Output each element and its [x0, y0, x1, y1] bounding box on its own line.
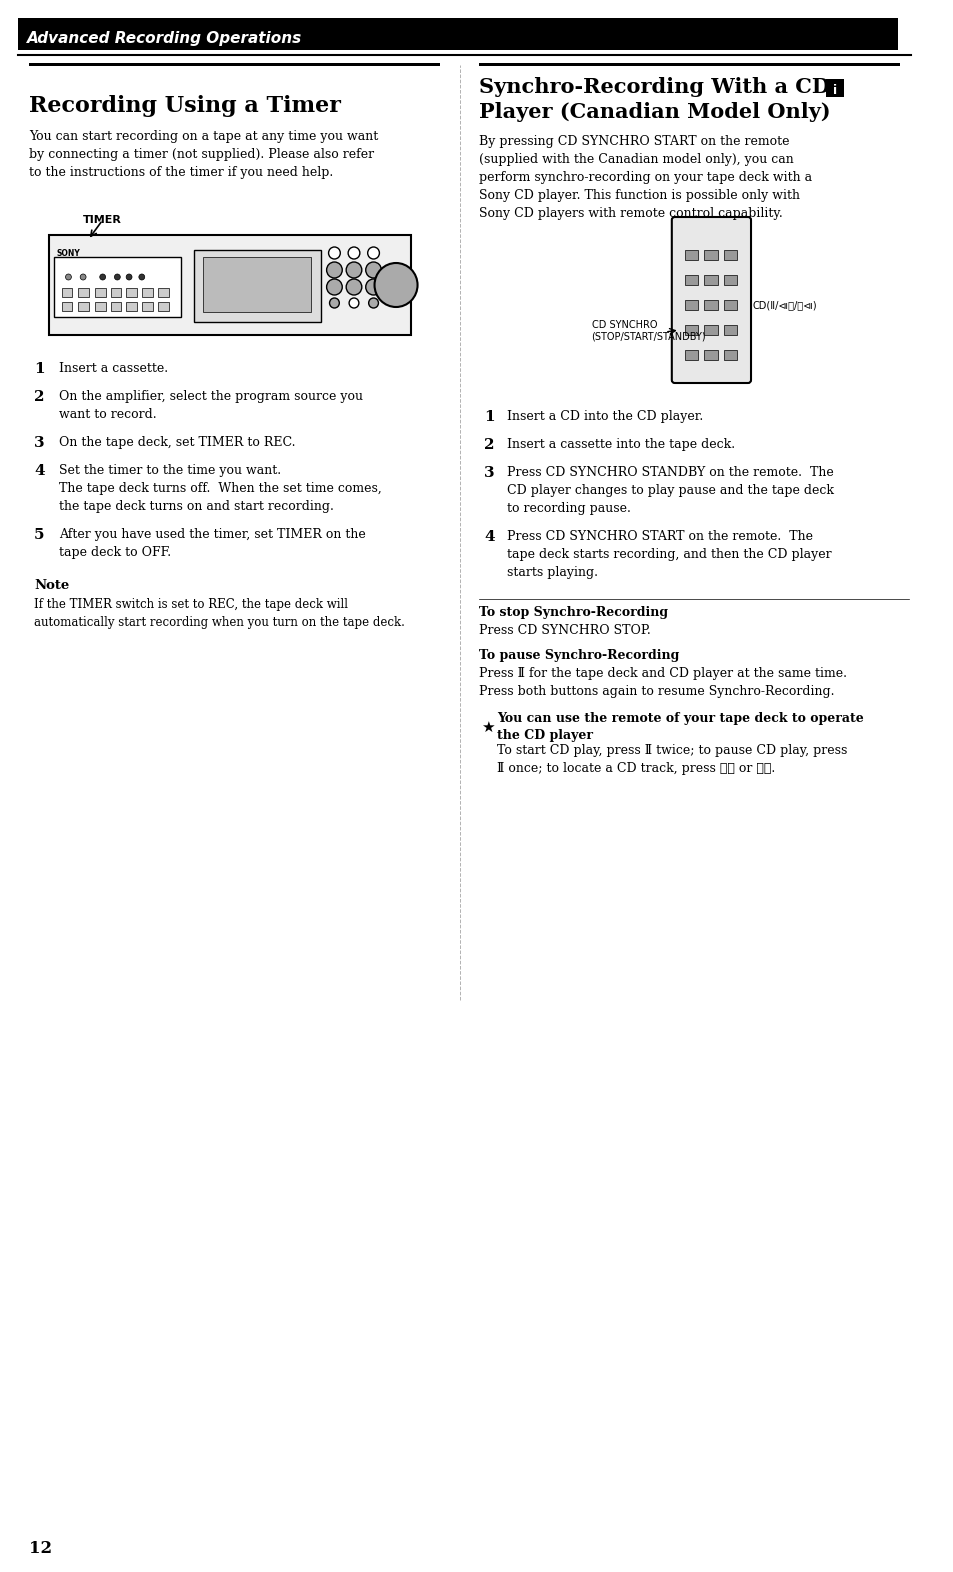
Text: 3: 3 — [34, 435, 45, 450]
Bar — [825, 79, 843, 97]
Bar — [30, 63, 439, 66]
Circle shape — [328, 247, 340, 259]
Bar — [723, 300, 737, 310]
Bar — [703, 250, 717, 259]
Bar — [703, 351, 717, 360]
Bar — [723, 275, 737, 285]
Text: TIMER: TIMER — [83, 215, 122, 225]
Bar — [111, 288, 121, 297]
Text: ★: ★ — [480, 720, 495, 736]
Text: Set the timer to the time you want.
The tape deck turns off.  When the set time : Set the timer to the time you want. The … — [59, 464, 381, 512]
Text: 4: 4 — [34, 464, 45, 478]
Circle shape — [100, 274, 106, 280]
Text: Advanced Recording Operations: Advanced Recording Operations — [28, 30, 302, 46]
Bar — [193, 250, 320, 322]
Bar — [478, 63, 899, 66]
Text: Press Ⅱ for the tape deck and CD player at the same time.
Press both buttons aga: Press Ⅱ for the tape deck and CD player … — [478, 667, 846, 698]
Text: You can start recording on a tape at any time you want
by connecting a timer (no: You can start recording on a tape at any… — [30, 130, 378, 179]
Circle shape — [365, 263, 381, 278]
Text: 1: 1 — [34, 362, 45, 376]
Text: To start CD play, press Ⅱ twice; to pause CD play, press
Ⅱ once; to locate a CD : To start CD play, press Ⅱ twice; to paus… — [497, 744, 846, 775]
Bar — [17, 17, 897, 50]
Bar — [723, 325, 737, 335]
Text: If the TIMER switch is set to REC, the tape deck will
automatically start record: If the TIMER switch is set to REC, the t… — [34, 597, 405, 629]
Circle shape — [368, 299, 378, 308]
Bar — [62, 288, 72, 297]
Bar — [723, 250, 737, 259]
FancyBboxPatch shape — [671, 217, 750, 384]
Bar — [126, 288, 137, 297]
Text: Press CD SYNCHRO START on the remote.  The
tape deck starts recording, and then : Press CD SYNCHRO START on the remote. Th… — [506, 530, 830, 578]
Text: On the tape deck, set TIMER to REC.: On the tape deck, set TIMER to REC. — [59, 435, 294, 450]
Circle shape — [346, 278, 361, 296]
Text: 1: 1 — [483, 410, 495, 424]
Circle shape — [80, 274, 86, 280]
Bar — [684, 275, 698, 285]
Text: After you have used the timer, set TIMER on the
tape deck to OFF.: After you have used the timer, set TIMER… — [59, 528, 365, 560]
Bar — [142, 302, 152, 311]
Bar — [158, 288, 169, 297]
Bar — [126, 302, 137, 311]
Bar — [703, 275, 717, 285]
Text: 2: 2 — [483, 439, 494, 453]
Text: Press CD SYNCHRO STANDBY on the remote.  The
CD player changes to play pause and: Press CD SYNCHRO STANDBY on the remote. … — [506, 465, 833, 516]
Text: 12: 12 — [30, 1541, 52, 1556]
Circle shape — [139, 274, 145, 280]
Text: SONY: SONY — [56, 248, 80, 258]
Text: By pressing CD SYNCHRO START on the remote
(supplied with the Canadian model onl: By pressing CD SYNCHRO START on the remo… — [478, 135, 811, 220]
Text: Recording Using a Timer: Recording Using a Timer — [30, 94, 341, 116]
Circle shape — [375, 263, 417, 307]
Text: CD SYNCHRO
(STOP/START/STANDBY): CD SYNCHRO (STOP/START/STANDBY) — [591, 321, 705, 341]
Circle shape — [329, 299, 339, 308]
Circle shape — [365, 278, 381, 296]
Bar — [94, 288, 106, 297]
Text: 4: 4 — [483, 530, 495, 544]
Bar — [684, 325, 698, 335]
Text: i: i — [832, 83, 837, 96]
Text: 2: 2 — [34, 390, 45, 404]
Bar — [78, 302, 89, 311]
Bar — [94, 302, 106, 311]
Text: Synchro-Recording With a CD
Player (Canadian Model Only): Synchro-Recording With a CD Player (Cana… — [478, 77, 830, 121]
Bar — [78, 288, 89, 297]
Bar — [62, 302, 72, 311]
Text: Press CD SYNCHRO STOP.: Press CD SYNCHRO STOP. — [478, 624, 650, 637]
Bar — [703, 300, 717, 310]
Bar — [111, 302, 121, 311]
Bar — [142, 288, 152, 297]
Text: Insert a cassette.: Insert a cassette. — [59, 362, 168, 376]
Bar — [53, 256, 181, 318]
Text: Insert a cassette into the tape deck.: Insert a cassette into the tape deck. — [506, 439, 734, 451]
Circle shape — [346, 263, 361, 278]
Circle shape — [326, 263, 342, 278]
Circle shape — [114, 274, 120, 280]
Bar — [203, 256, 311, 311]
Circle shape — [66, 274, 71, 280]
Text: CD(Ⅱ/⧏⧀/⧀⧏): CD(Ⅱ/⧏⧀/⧀⧏) — [752, 300, 817, 310]
Text: 3: 3 — [483, 465, 495, 479]
Text: Note: Note — [34, 578, 70, 593]
Bar — [684, 300, 698, 310]
Circle shape — [349, 299, 358, 308]
Circle shape — [326, 278, 342, 296]
Bar — [723, 351, 737, 360]
Bar — [684, 250, 698, 259]
Text: Insert a CD into the CD player.: Insert a CD into the CD player. — [506, 410, 702, 423]
Text: To stop Synchro-Recording: To stop Synchro-Recording — [478, 605, 668, 619]
Text: On the amplifier, select the program source you
want to record.: On the amplifier, select the program sou… — [59, 390, 362, 421]
Bar — [478, 707, 889, 788]
Text: You can use the remote of your tape deck to operate
the CD player: You can use the remote of your tape deck… — [497, 712, 862, 742]
Bar — [703, 325, 717, 335]
Text: To pause Synchro-Recording: To pause Synchro-Recording — [478, 649, 679, 662]
Bar — [49, 234, 411, 335]
Circle shape — [367, 247, 379, 259]
Bar — [158, 302, 169, 311]
Circle shape — [126, 274, 132, 280]
Text: 5: 5 — [34, 528, 45, 542]
Circle shape — [348, 247, 359, 259]
Bar — [684, 351, 698, 360]
